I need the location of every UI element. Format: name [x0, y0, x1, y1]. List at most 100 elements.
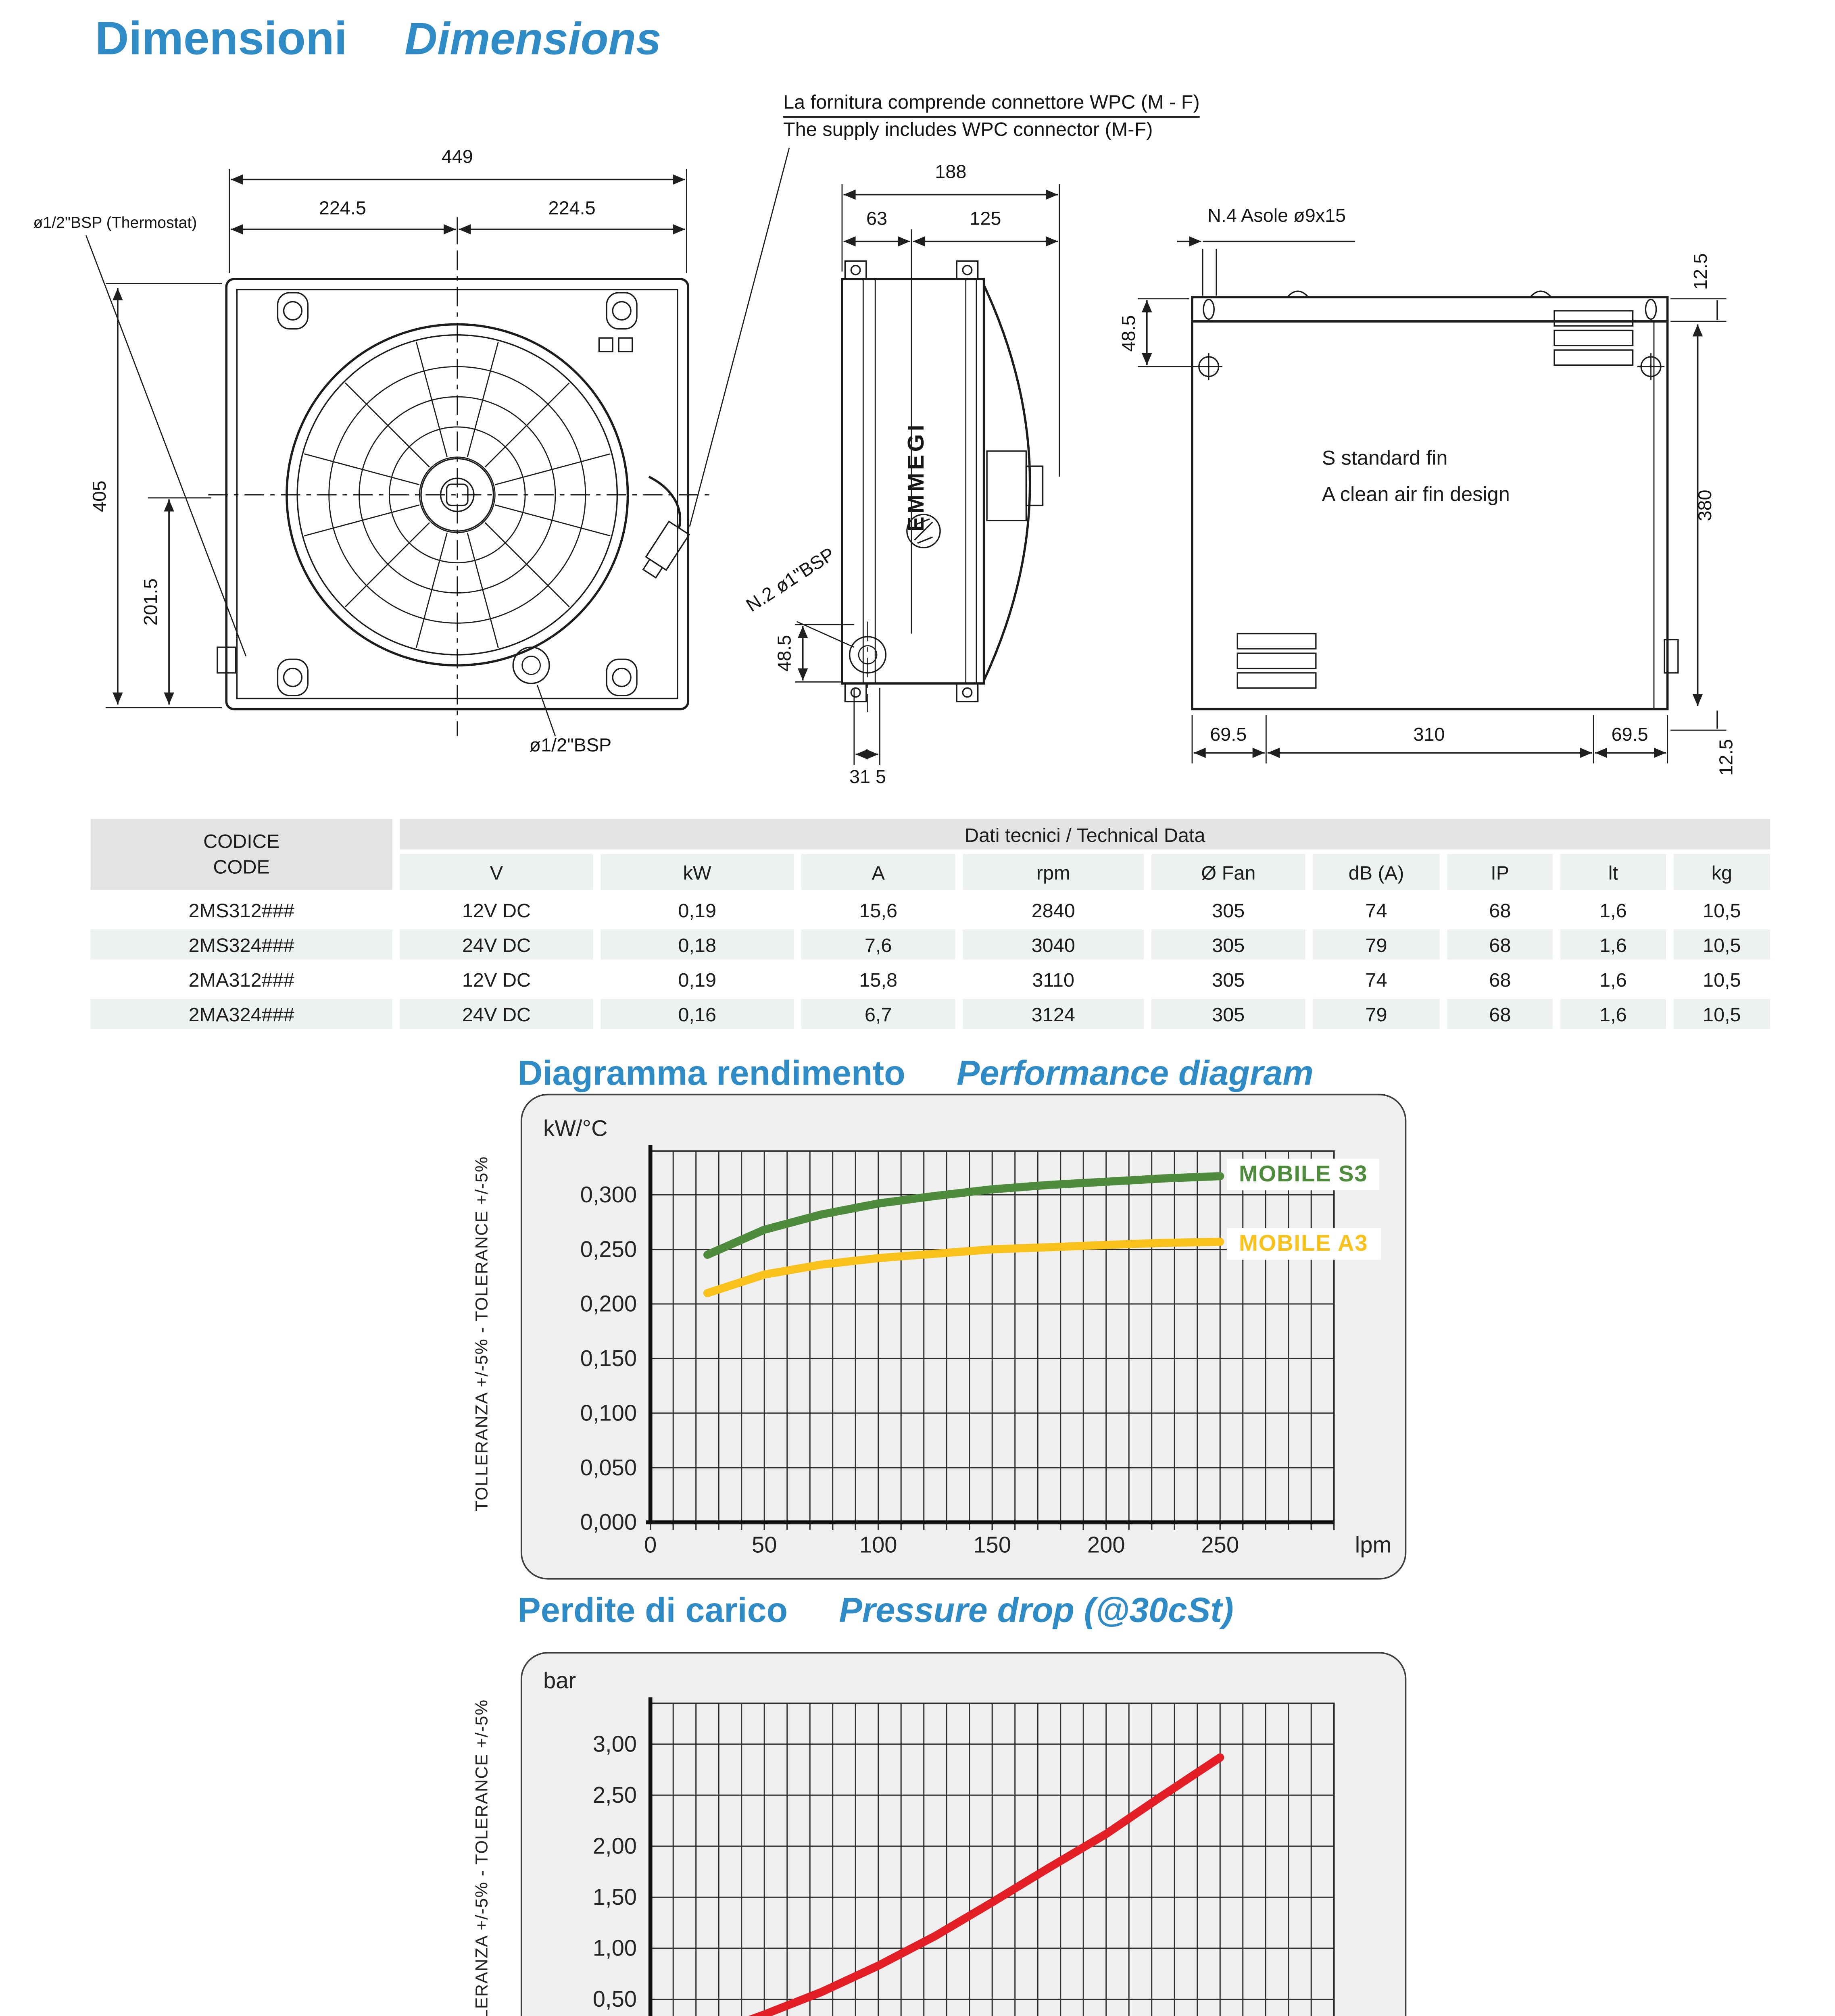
pressure-heading: Perdite di carico Pressure drop (@30cSt) [517, 1590, 1233, 1631]
table-row-cell: 68 [1447, 929, 1553, 960]
svg-text:150: 150 [973, 1532, 1011, 1557]
table-row-cell: 305 [1151, 999, 1305, 1029]
svg-text:3,00: 3,00 [593, 1731, 637, 1756]
side-view-drawing: EMMEGI 188 63 125 N.2 ø1"BSP 48.5 [689, 148, 1060, 787]
table-row-cell: 2MA324### [90, 999, 392, 1029]
fin-hatch-bottom [1237, 633, 1317, 689]
table-row-cell: 1,6 [1560, 894, 1666, 925]
svg-text:0: 0 [644, 1532, 657, 1557]
table-row-cell: 68 [1447, 894, 1553, 925]
table-row-cell: 1,6 [1560, 929, 1666, 960]
svg-text:1,00: 1,00 [593, 1935, 637, 1961]
svg-text:0,050: 0,050 [580, 1455, 637, 1480]
col-header-a: A [801, 854, 955, 890]
dim-depth-rear: 125 [970, 208, 1001, 229]
fin-hatch-top [1553, 310, 1634, 366]
svg-text:0,250: 0,250 [580, 1236, 637, 1262]
tolerance-label-performance: TOLLERANZA +/-5% - TOLERANCE +/-5% [473, 1156, 492, 1512]
dim-port-height: 48.5 [774, 635, 795, 672]
table-row-cell: 10,5 [1673, 964, 1770, 994]
dim-height-total: 405 [89, 481, 110, 512]
table-row-cell: 12V DC [400, 964, 593, 994]
table-row-cell: 6,7 [801, 999, 955, 1029]
wpc-note: La fornitura comprende connettore WPC (M… [783, 91, 1200, 143]
legend-mobile-s3: MOBILE S3 [1227, 1158, 1380, 1191]
table-row-cell: 10,5 [1673, 999, 1770, 1029]
code-header-en: CODE [213, 854, 270, 877]
table-row-cell: 7,6 [801, 929, 955, 960]
dim-bottom-left: 69.5 [1210, 724, 1247, 745]
svg-text:0,100: 0,100 [580, 1400, 637, 1425]
col-header-fan: Ø Fan [1151, 854, 1305, 890]
slots-label: N.4 Asole ø9x15 [1207, 205, 1346, 226]
svg-text:bar: bar [543, 1668, 576, 1693]
col-header-v: V [400, 854, 593, 890]
table-row-cell: 1,6 [1560, 999, 1666, 1029]
col-header-kg: kg [1673, 854, 1770, 890]
table-row-cell: 0,19 [601, 894, 794, 925]
wpc-note-line2: The supply includes WPC connector (M-F) [783, 118, 1153, 141]
svg-text:0,150: 0,150 [580, 1345, 637, 1371]
pressure-drop-chart: 0,000,501,001,502,002,503,00050100150200… [520, 1652, 1407, 2016]
dim-height-half: 201.5 [140, 578, 161, 625]
table-row-cell: 3124 [963, 999, 1144, 1029]
fin-note-clean-air: A clean air fin design [1322, 482, 1510, 505]
dim-width-right: 224.5 [548, 197, 596, 218]
performance-heading-en: Performance diagram [956, 1053, 1314, 1093]
table-row-cell: 0,16 [601, 999, 794, 1029]
emmegi-logo-text: EMMEGI [903, 422, 928, 531]
thermostat-label: ø1/2"BSP (Thermostat) [33, 214, 197, 231]
dim-top-offset: 12.5 [1690, 253, 1711, 290]
svg-text:2,50: 2,50 [593, 1782, 637, 1808]
svg-text:kW/°C: kW/°C [543, 1116, 608, 1141]
table-row-cell: 79 [1313, 999, 1440, 1029]
table-row-cell: 0,19 [601, 964, 794, 994]
wpc-note-line1: La fornitura comprende connettore WPC (M… [783, 91, 1200, 118]
table-row-cell: 305 [1151, 964, 1305, 994]
dim-depth-front: 63 [866, 208, 887, 229]
table-row-cell: 1,6 [1560, 964, 1666, 994]
page-title: Dimensioni Dimensions [95, 12, 661, 67]
svg-text:0,300: 0,300 [580, 1182, 637, 1207]
svg-text:0,000: 0,000 [580, 1509, 637, 1535]
table-row-cell: 12V DC [400, 894, 593, 925]
tech-data-group-header: Dati tecnici / Technical Data [400, 819, 1770, 850]
pressure-heading-it: Perdite di carico [517, 1590, 788, 1630]
table-row-cell: 68 [1447, 999, 1553, 1029]
svg-text:lpm: lpm [1355, 1532, 1391, 1557]
table-row-cell: 24V DC [400, 999, 593, 1029]
table-row-cell: 2MS312### [90, 894, 392, 925]
table-row-cell: 15,6 [801, 894, 955, 925]
dim-bottom-offset: 12.5 [1716, 739, 1737, 776]
table-row-cell: 74 [1313, 964, 1440, 994]
svg-text:0,200: 0,200 [580, 1291, 637, 1316]
performance-heading-it: Diagramma rendimento [517, 1053, 905, 1093]
fin-note-standard: S standard fin [1322, 446, 1448, 469]
table-row-cell: 2MS324### [90, 929, 392, 960]
table-row-cell: 10,5 [1673, 894, 1770, 925]
col-header-ip: IP [1447, 854, 1553, 890]
dim-port-depth: 31 5 [849, 766, 886, 787]
svg-text:250: 250 [1201, 1532, 1239, 1557]
rear-view-drawing: S standard fin A clean air fin design N.… [1118, 205, 1737, 776]
dim-flange-offset: 48.5 [1118, 315, 1139, 352]
dim-rear-height: 380 [1694, 489, 1715, 521]
svg-text:0,50: 0,50 [593, 1986, 637, 2012]
performance-heading: Diagramma rendimento Performance diagram [517, 1053, 1313, 1094]
table-row-cell: 74 [1313, 894, 1440, 925]
emmegi-logo-icon [906, 514, 941, 548]
technical-data-table: CODICE CODE Dati tecnici / Technical Dat… [90, 819, 1770, 1029]
dim-width-total: 449 [442, 146, 473, 167]
svg-text:1,50: 1,50 [593, 1884, 637, 1910]
table-row-cell: 3110 [963, 964, 1144, 994]
table-row-cell: 15,8 [801, 964, 955, 994]
dim-bottom-center: 310 [1413, 724, 1445, 745]
dim-depth-total: 188 [935, 161, 966, 182]
table-row-cell: 68 [1447, 964, 1553, 994]
dim-width-left: 224.5 [319, 197, 366, 218]
table-row-cell: 2MA312### [90, 964, 392, 994]
tolerance-label-pressure: TOLLERANZA +/-5% - TOLERANCE +/-5% [473, 1699, 492, 2016]
pressure-heading-en: Pressure drop (@30cSt) [839, 1590, 1234, 1630]
table-row-cell: 305 [1151, 929, 1305, 960]
